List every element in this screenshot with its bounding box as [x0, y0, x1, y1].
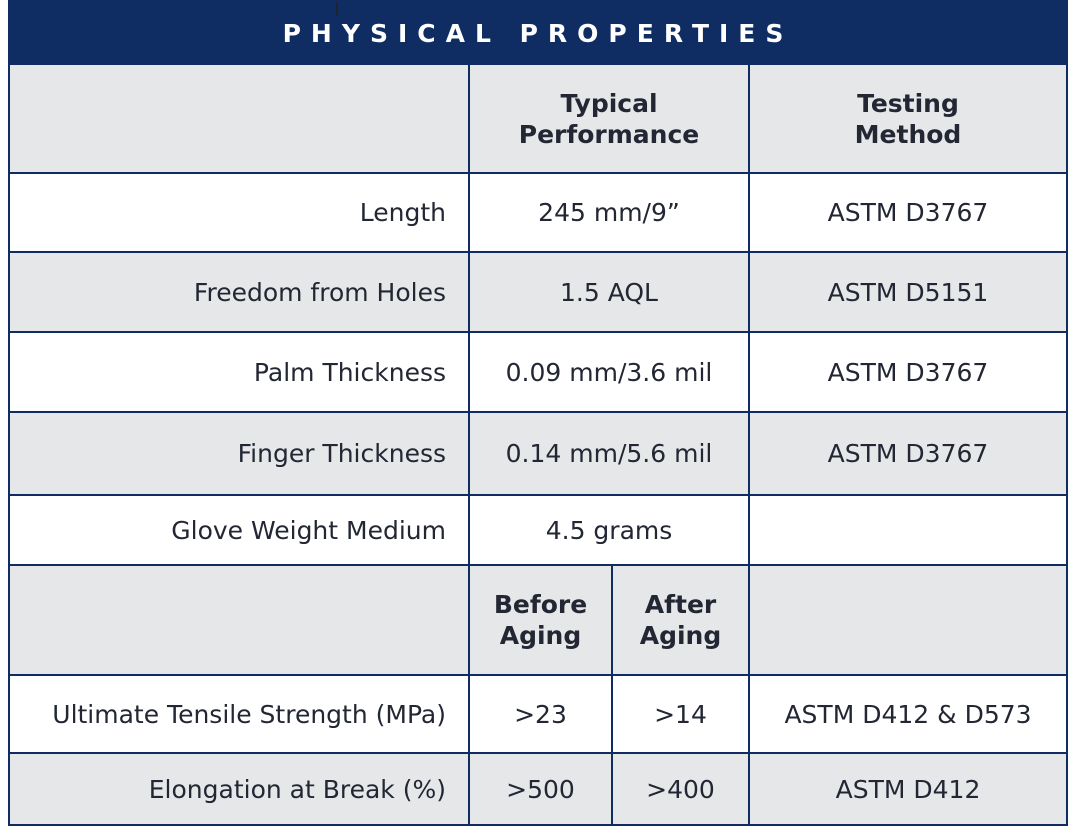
row-divider — [10, 752, 1066, 754]
row-value-glove-weight: 4.5 grams — [470, 496, 748, 564]
row-label-finger-thickness: Finger Thickness — [10, 413, 468, 494]
column-divider — [748, 65, 750, 824]
row-divider — [10, 564, 1066, 566]
header-before-line1: Before — [493, 590, 588, 619]
row-after-elongation-at-break: >400 — [613, 754, 748, 824]
row-label-elongation-at-break: Elongation at Break (%) — [10, 754, 468, 824]
aging-header-empty-cell — [10, 566, 468, 674]
table-title: PHYSICAL PROPERTIES — [10, 2, 1066, 65]
header-after-line2: Aging — [639, 621, 722, 650]
row-method-finger-thickness: ASTM D3767 — [750, 413, 1066, 494]
row-divider — [10, 172, 1066, 174]
header-before-aging: Before Aging — [470, 566, 611, 674]
row-after-ultimate-tensile-strength: >14 — [613, 676, 748, 752]
row-label-freedom-from-holes: Freedom from Holes — [10, 253, 468, 331]
row-value-palm-thickness: 0.09 mm/3.6 mil — [470, 333, 748, 411]
header-empty-cell — [10, 65, 468, 172]
header-after-aging: After Aging — [613, 566, 748, 674]
row-method-glove-weight — [750, 496, 1066, 564]
column-divider — [468, 65, 470, 824]
row-label-ultimate-tensile-strength: Ultimate Tensile Strength (MPa) — [10, 676, 468, 752]
row-label-palm-thickness: Palm Thickness — [10, 333, 468, 411]
row-method-freedom-from-holes: ASTM D5151 — [750, 253, 1066, 331]
header-typical-line1: Typical — [560, 88, 658, 118]
header-testing-line1: Testing — [857, 88, 959, 118]
row-label-glove-weight: Glove Weight Medium — [10, 496, 468, 564]
row-value-freedom-from-holes: 1.5 AQL — [470, 253, 748, 331]
row-divider — [10, 251, 1066, 253]
physical-properties-table: PHYSICAL PROPERTIES Typical Performance … — [8, 0, 1068, 826]
header-typical-performance: Typical Performance — [470, 65, 748, 172]
row-method-palm-thickness: ASTM D3767 — [750, 333, 1066, 411]
row-divider — [10, 411, 1066, 413]
row-method-elongation-at-break: ASTM D412 — [750, 754, 1066, 824]
header-testing-line2: Method — [854, 119, 962, 149]
header-after-line1: After — [644, 590, 717, 619]
row-before-elongation-at-break: >500 — [470, 754, 611, 824]
row-divider — [10, 494, 1066, 496]
row-method-ultimate-tensile-strength: ASTM D412 & D573 — [750, 676, 1066, 752]
row-value-finger-thickness: 0.14 mm/5.6 mil — [470, 413, 748, 494]
row-divider — [10, 331, 1066, 333]
header-before-line2: Aging — [499, 621, 582, 650]
header-testing-method: Testing Method — [750, 65, 1066, 172]
column-divider-aging — [611, 566, 613, 824]
row-divider — [10, 674, 1066, 676]
title-notch-mark — [336, 2, 338, 16]
row-value-length: 245 mm/9” — [470, 174, 748, 251]
aging-header-method-empty — [750, 566, 1066, 674]
row-before-ultimate-tensile-strength: >23 — [470, 676, 611, 752]
header-typical-line2: Performance — [518, 119, 700, 149]
row-method-length: ASTM D3767 — [750, 174, 1066, 251]
row-label-length: Length — [10, 174, 468, 251]
